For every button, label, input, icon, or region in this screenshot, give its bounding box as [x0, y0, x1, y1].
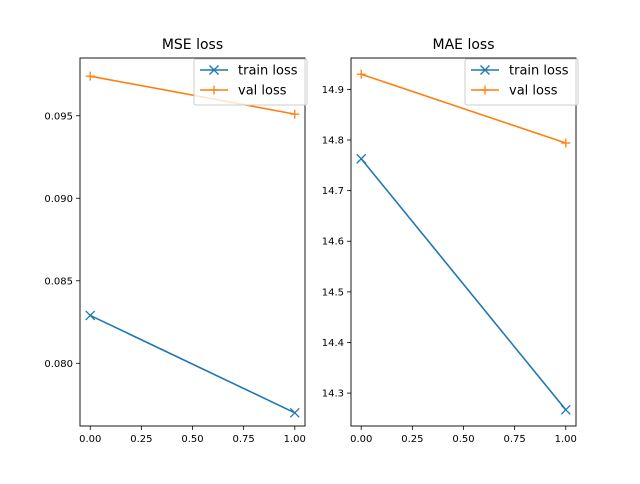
x-tick-label: 0.00 — [79, 434, 101, 445]
plot-frame — [79, 57, 306, 427]
x-tick-label: 0.50 — [181, 434, 203, 445]
y-tick-label: 14.4 — [322, 338, 344, 349]
data-point-train-loss-1 — [560, 404, 571, 415]
subplot-1: 0.00 0.25 0.50 0.75 1.00 0.080 0.085 0.090 0.095… — [44, 37, 308, 445]
data-point-train-loss-0 — [356, 153, 367, 164]
y-tick-label: 14.9 — [322, 85, 344, 96]
y-tick-label: 0.090 — [44, 194, 73, 205]
y-tick-label: 0.080 — [44, 359, 73, 370]
legend-label-train-loss: train loss — [509, 64, 569, 79]
y-tick-label: 14.8 — [322, 136, 344, 147]
y-tick-label: 14.3 — [322, 389, 344, 400]
legend-marker-val-loss — [209, 85, 219, 95]
x-tick-label: 0.25 — [130, 434, 152, 445]
x-tick-label: 1.00 — [284, 434, 306, 445]
chart-title: MSE loss — [162, 37, 223, 53]
series-line-train-loss — [360, 158, 567, 411]
series-line-val-loss — [90, 75, 295, 115]
data-point-val-loss-0 — [356, 69, 366, 79]
data-point-val-loss-1 — [290, 109, 300, 119]
y-tick-label: 0.085 — [44, 276, 73, 287]
legend-label-train-loss: train loss — [238, 64, 298, 79]
series-line-val-loss — [360, 73, 567, 144]
x-tick-label: 1.00 — [555, 434, 577, 445]
legend-marker-train-loss — [209, 65, 219, 75]
legend-marker-train-loss — [480, 65, 490, 75]
legend-marker-val-loss — [480, 85, 490, 95]
x-tick-label: 0.00 — [350, 434, 372, 445]
y-tick-label: 14.5 — [322, 287, 344, 298]
legend-label-val-loss: val loss — [238, 84, 287, 99]
series-line-train-loss — [89, 314, 296, 414]
x-tick-label: 0.25 — [401, 434, 423, 445]
y-tick-label: 14.6 — [322, 237, 344, 248]
legend: train loss val loss — [464, 58, 579, 106]
y-tick-label: 0.095 — [44, 111, 73, 122]
data-point-train-loss-1 — [289, 407, 300, 418]
x-tick-label: 0.75 — [233, 434, 255, 445]
data-point-val-loss-0 — [85, 71, 95, 81]
subplot-2: 0.00 0.25 0.50 0.75 1.00 14.3 14.4 14.5 14.6 14.7… — [322, 37, 579, 445]
data-point-train-loss-0 — [85, 310, 96, 321]
plot-frame — [350, 57, 577, 427]
x-tick-label: 0.75 — [504, 434, 526, 445]
x-tick-label: 0.50 — [452, 434, 474, 445]
data-point-val-loss-1 — [561, 138, 571, 148]
legend: train loss val loss — [193, 58, 308, 106]
legend-label-val-loss: val loss — [509, 84, 558, 99]
chart-title: MAE loss — [433, 37, 495, 53]
y-tick-label: 14.7 — [322, 186, 344, 197]
